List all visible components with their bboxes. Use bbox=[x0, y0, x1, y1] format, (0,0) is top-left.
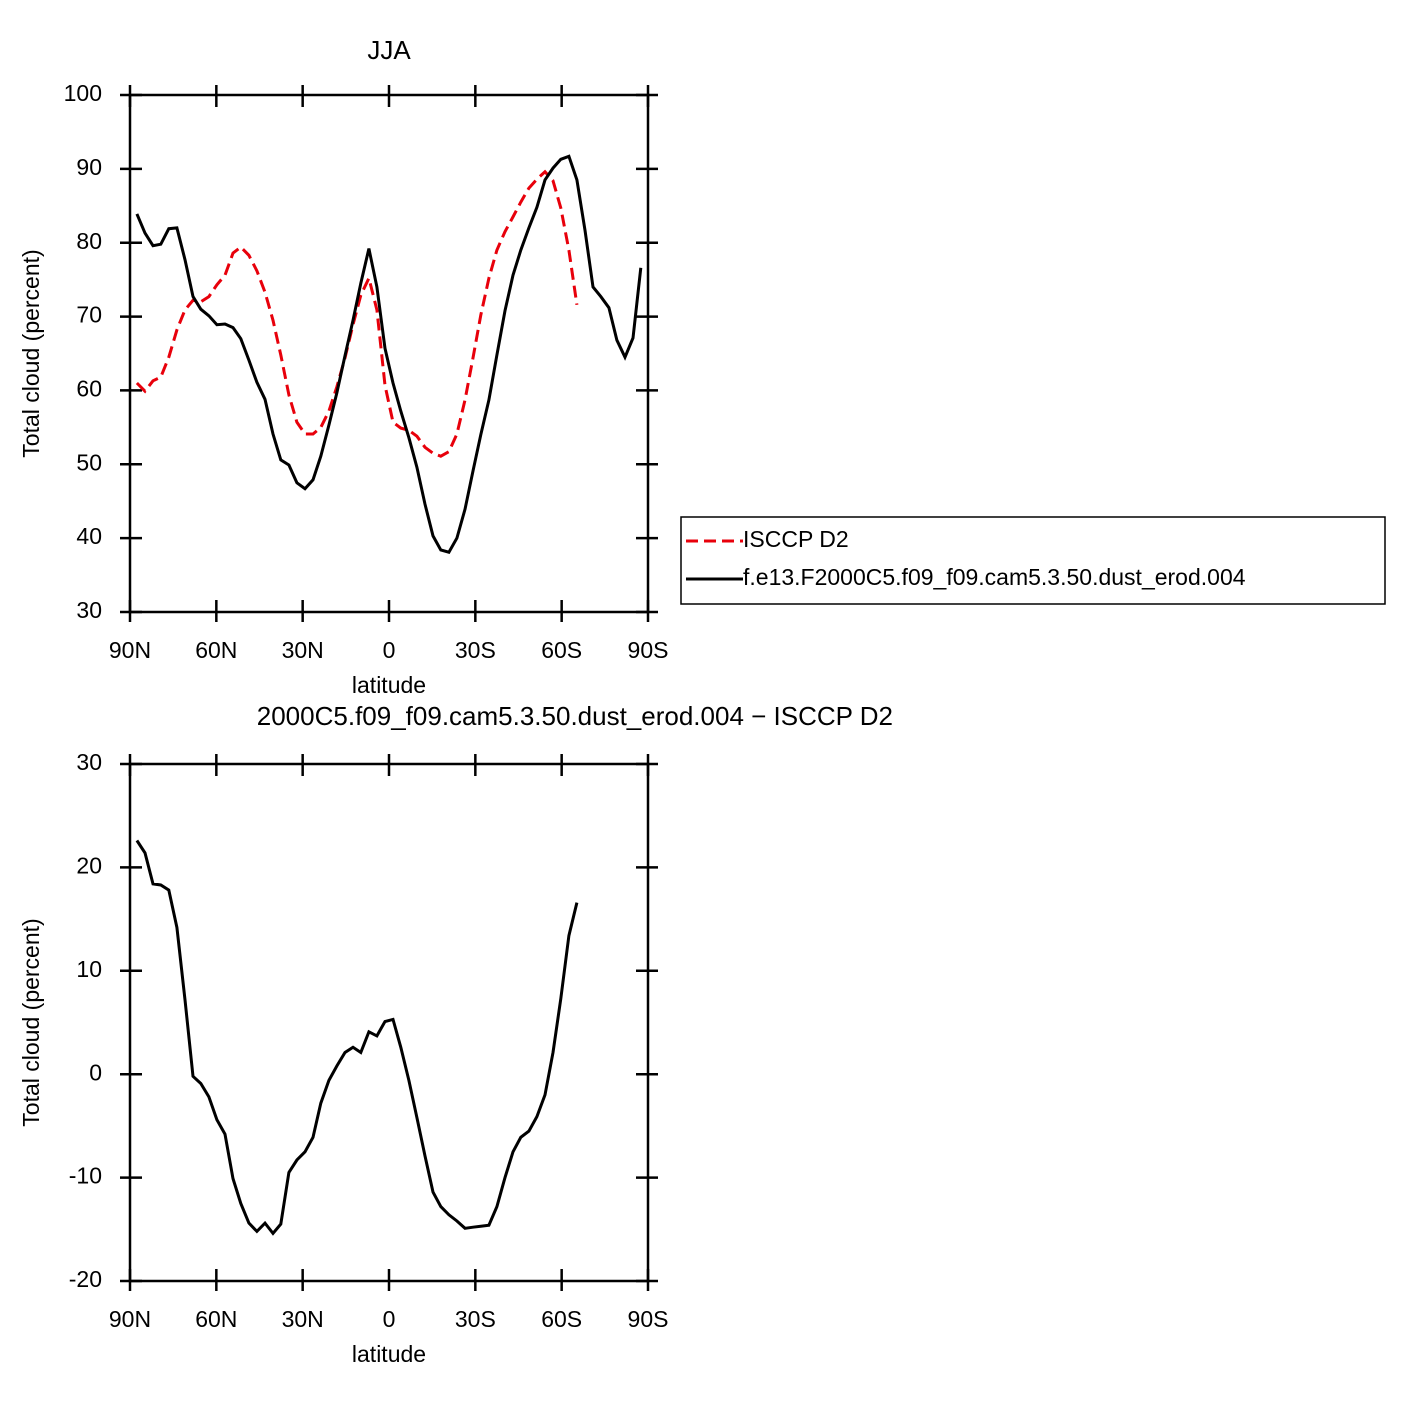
y-tick-label: 50 bbox=[76, 449, 102, 475]
legend-label: f.e13.F2000C5.f09_f09.cam5.3.50.dust_ero… bbox=[743, 564, 1246, 590]
legend-box bbox=[680, 516, 1386, 605]
x-tick-label: 90N bbox=[109, 637, 151, 663]
x-tick-label: 0 bbox=[383, 637, 396, 663]
x-tick-label: 90S bbox=[628, 1306, 669, 1332]
x-tick-label: 30N bbox=[282, 1306, 324, 1332]
y-tick-label: 80 bbox=[76, 228, 102, 254]
data-line bbox=[135, 839, 579, 1236]
y-axis-label: Total cloud (percent) bbox=[18, 918, 44, 1126]
x-tick-label: 90N bbox=[109, 1306, 151, 1332]
y-tick-label: -10 bbox=[69, 1163, 102, 1189]
y-tick-label: 30 bbox=[76, 749, 102, 775]
x-tick-label: 30S bbox=[455, 637, 496, 663]
y-tick-label: 40 bbox=[76, 523, 102, 549]
chart-title: 2000C5.f09_f09.cam5.3.50.dust_erod.004 −… bbox=[257, 701, 893, 731]
x-axis-label: latitude bbox=[352, 1341, 426, 1367]
data-line bbox=[135, 169, 579, 458]
y-tick-label: 20 bbox=[76, 852, 102, 878]
y-tick-label: 10 bbox=[76, 956, 102, 982]
y-axis-label: Total cloud (percent) bbox=[18, 249, 44, 457]
x-axis-label: latitude bbox=[352, 672, 426, 698]
x-tick-label: 60S bbox=[541, 1306, 582, 1332]
y-tick-label: 100 bbox=[64, 80, 102, 106]
y-tick-label: 0 bbox=[89, 1059, 102, 1085]
y-tick-label: -20 bbox=[69, 1266, 102, 1292]
x-tick-label: 30N bbox=[282, 637, 324, 663]
data-line bbox=[135, 154, 643, 554]
legend-label: ISCCP D2 bbox=[743, 526, 849, 552]
x-tick-label: 30S bbox=[455, 1306, 496, 1332]
x-tick-label: 90S bbox=[628, 637, 669, 663]
x-tick-label: 60N bbox=[195, 637, 237, 663]
y-tick-label: 90 bbox=[76, 154, 102, 180]
chart-title: JJA bbox=[367, 35, 411, 65]
y-tick-label: 30 bbox=[76, 597, 102, 623]
y-tick-label: 60 bbox=[76, 376, 102, 402]
x-tick-label: 60N bbox=[195, 1306, 237, 1332]
x-tick-label: 0 bbox=[383, 1306, 396, 1332]
y-tick-label: 70 bbox=[76, 302, 102, 328]
x-tick-label: 60S bbox=[541, 637, 582, 663]
